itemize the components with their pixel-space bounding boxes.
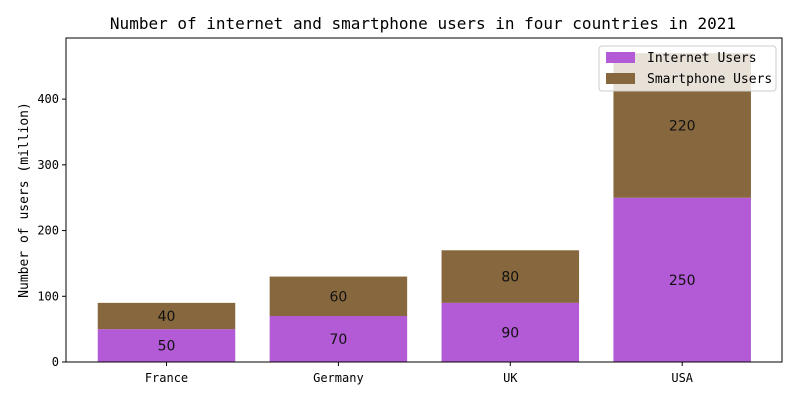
bar-internet-users-germany <box>269 315 408 362</box>
y-axis-label: Number of users (million) <box>17 102 32 298</box>
data-label: 40 <box>158 309 176 325</box>
plot-area: 50 40 70 60 90 80 250 220 <box>97 53 751 362</box>
data-label: 60 <box>329 289 347 305</box>
bar-smartphone-users-uk <box>441 250 580 303</box>
plot-frame <box>65 37 783 363</box>
bar-internet-users-france <box>97 329 236 362</box>
legend-swatch <box>606 52 635 63</box>
data-label: 220 <box>669 118 696 134</box>
bar-smartphone-users-germany <box>269 276 408 316</box>
x-tick-label: France <box>145 371 188 385</box>
legend-label: Smartphone Users <box>647 72 772 87</box>
x-tick-label: Germany <box>313 371 364 385</box>
data-label: 50 <box>158 339 176 355</box>
bar-internet-users-usa <box>613 197 751 362</box>
y-tick-label: 300 <box>37 158 59 172</box>
y-axis: 0 100 200 300 400 <box>37 92 66 369</box>
bar-internet-users-uk <box>441 302 580 362</box>
y-tick-label: 200 <box>37 224 59 238</box>
y-tick-label: 400 <box>37 92 59 106</box>
legend-box <box>598 45 777 92</box>
legend-label: Internet Users <box>647 51 757 66</box>
x-tick-label: USA <box>671 371 693 385</box>
x-tick-label: UK <box>503 371 518 385</box>
data-label: 70 <box>329 332 347 348</box>
y-tick-label: 100 <box>37 289 59 303</box>
x-axis: France Germany UK USA <box>145 362 694 385</box>
data-label: 250 <box>669 273 696 289</box>
chart-title: Number of internet and smartphone users … <box>110 14 736 33</box>
y-tick-label: 0 <box>52 355 59 369</box>
data-label: 90 <box>501 325 519 341</box>
bar-smartphone-users-france <box>97 302 236 330</box>
legend: Internet Users Smartphone Users <box>598 45 777 92</box>
data-label: 80 <box>501 270 519 286</box>
legend-swatch <box>606 73 635 84</box>
